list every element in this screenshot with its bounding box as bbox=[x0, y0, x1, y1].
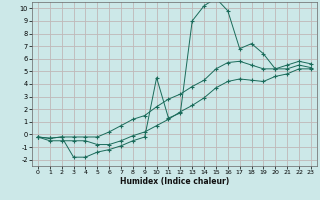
X-axis label: Humidex (Indice chaleur): Humidex (Indice chaleur) bbox=[120, 177, 229, 186]
